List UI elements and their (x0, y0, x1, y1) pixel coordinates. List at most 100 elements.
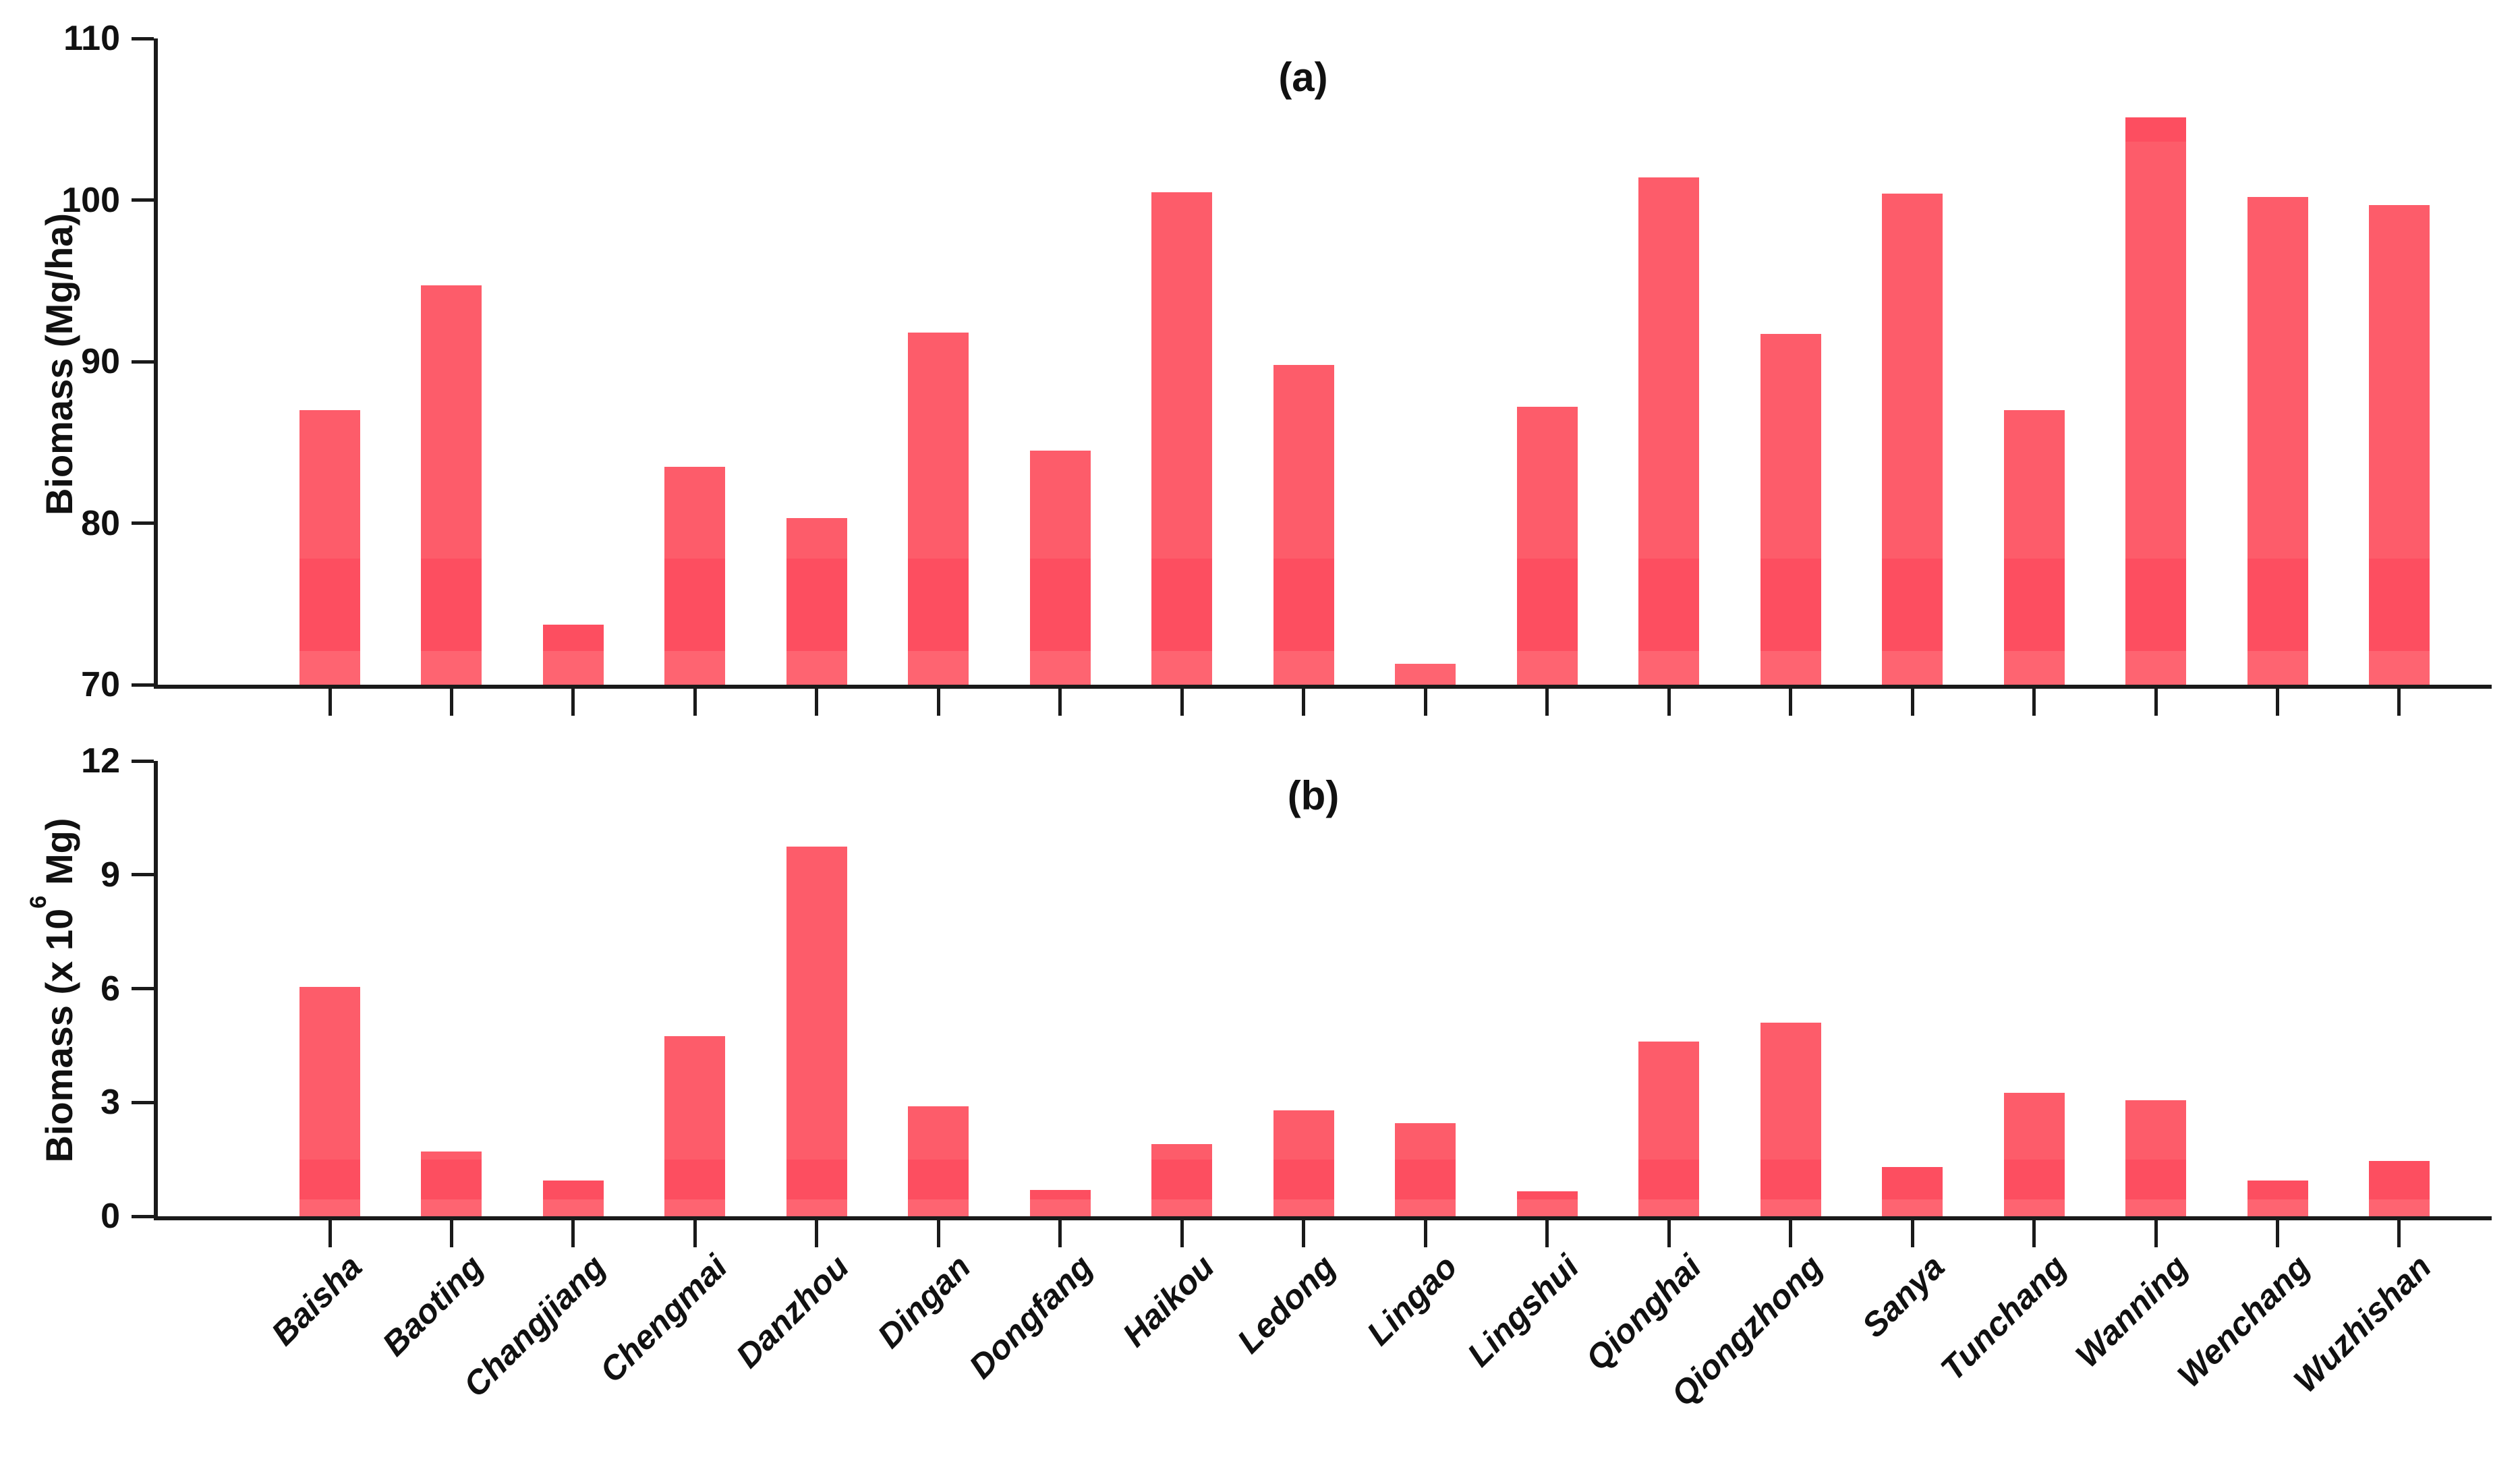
x-tick-dongfang (1058, 689, 1062, 716)
bar-shade-band-0 (2003, 1199, 2065, 1216)
bar-b-wanning (2125, 1100, 2187, 1216)
category-label-lingao: Lingao (1359, 1247, 1465, 1353)
bar-shade-band-0 (908, 1199, 969, 1216)
category-label-ledong: Ledong (1230, 1247, 1343, 1361)
bar-shade-band-0 (2368, 1199, 2430, 1216)
bar-b-wuzhishan (2368, 1161, 2430, 1216)
bar-shade-band-1 (664, 559, 726, 651)
bar-a-lingshui (1516, 407, 1578, 685)
panel-a-title: (a) (1278, 55, 1328, 100)
y-tick-70 (132, 683, 154, 687)
bar-a-chengmai (664, 466, 726, 685)
y-tick-12 (132, 759, 154, 763)
x-tick-dingan (936, 1220, 940, 1247)
bar-b-changjiang (542, 1180, 604, 1216)
x-tick-baisha (328, 1220, 332, 1247)
bar-shade-band-1 (1029, 1189, 1091, 1199)
x-tick-wanning (2154, 1220, 2158, 1247)
x-tick-baoting (449, 689, 453, 716)
x-tick-lingshui (1545, 1220, 1549, 1247)
bar-shade-band-0 (2247, 650, 2308, 685)
category-label-tunchang: Tunchang (1932, 1247, 2073, 1388)
y-tick-label-6: 6 (101, 969, 120, 1008)
category-label-lingshui: Lingshui (1460, 1247, 1586, 1374)
y-tick-0 (132, 1214, 154, 1218)
bar-shade-band-0 (664, 1199, 726, 1216)
category-label-wanning: Wanning (2068, 1247, 2196, 1375)
bar-shade-band-0 (1760, 650, 1821, 685)
x-tick-dongfang (1058, 1220, 1062, 1247)
bar-a-wenchang (2247, 196, 2308, 685)
bar-shade-band-1 (1273, 1159, 1334, 1199)
bar-b-dongfang (1029, 1189, 1091, 1216)
y-tick-label-0: 0 (101, 1197, 120, 1236)
category-label-baisha: Baisha (264, 1247, 370, 1353)
bar-shade-band-0 (2247, 1199, 2308, 1216)
bar-shade-band-1 (421, 1159, 482, 1199)
bar-shade-band-1 (2368, 1161, 2430, 1199)
bar-b-qiongzhong (1760, 1023, 1821, 1216)
bar-shade-band-0 (786, 650, 847, 685)
x-tick-qiongzhong (1789, 1220, 1793, 1247)
x-tick-danzhou (815, 1220, 819, 1247)
bar-shade-band-1 (1151, 1159, 1213, 1199)
x-tick-baisha (328, 689, 332, 716)
bar-shade-band-1 (786, 559, 847, 651)
bar-shade-band-1 (1273, 559, 1334, 651)
bar-b-qionghai (1638, 1042, 1700, 1216)
bar-shade-band-1 (1151, 559, 1213, 651)
ylabel-b-text: Biomass (x 10 (37, 908, 80, 1163)
bar-a-changjiang (542, 625, 604, 685)
bar-shade-band-0 (1273, 650, 1334, 685)
bar-shade-band-0 (421, 650, 482, 685)
bar-shade-band-0 (1638, 1199, 1700, 1216)
y-tick-label-110: 110 (63, 19, 120, 58)
x-tick-dingan (936, 689, 940, 716)
bar-b-wenchang (2247, 1180, 2308, 1216)
category-label-chengmai: Chengmai (592, 1247, 735, 1390)
bar-shade-band-0 (542, 650, 604, 685)
bar-shade-band-0 (1516, 650, 1578, 685)
bar-shade-band-1 (1395, 1159, 1456, 1199)
bar-shade-band-1 (1882, 559, 1943, 651)
x-axis-category-labels: Baisha Baoting Changjiang Chengmai Danzhou Di… (158, 1247, 2492, 1478)
x-tick-sanya (1910, 1220, 1914, 1247)
x-tick-lingshui (1545, 689, 1549, 716)
bar-a-wanning (2125, 117, 2187, 685)
bar-b-dingan (908, 1106, 969, 1216)
bar-b-chengmai (664, 1035, 726, 1216)
x-tick-chengmai (693, 1220, 697, 1247)
bar-b-haikou (1151, 1144, 1213, 1216)
x-tick-danzhou (815, 689, 819, 716)
x-tick-sanya (1910, 689, 1914, 716)
bar-a-qionghai (1638, 177, 1700, 685)
bar-shade-band-0 (1395, 1199, 1456, 1216)
bar-shade-band-0 (1029, 1199, 1091, 1216)
x-tick-lingao (1423, 689, 1427, 716)
bar-shade-band-1 (1516, 559, 1578, 651)
panel-b-plot-area: 0 3 6 9 12 (81, 743, 2492, 1247)
bar-shade-band-1 (1029, 559, 1091, 651)
bar-shade-band-0 (299, 1199, 360, 1216)
bar-shade-band-1 (1882, 1166, 1943, 1199)
bar-a-qiongzhong (1760, 334, 1821, 685)
category-label-dongfang: Dongfang (961, 1247, 1100, 1386)
y-tick-80 (132, 521, 154, 525)
bar-shade-band-1 (786, 1159, 847, 1199)
y-tick-3 (132, 1100, 154, 1104)
bar-a-baisha (299, 409, 360, 685)
x-tick-wuzhishan (2397, 689, 2401, 716)
bar-shade-band-1 (299, 1159, 360, 1199)
bar-b-baoting (421, 1152, 482, 1216)
x-tick-lingao (1423, 1220, 1427, 1247)
bar-overlay-segment (2125, 117, 2187, 142)
bar-shade-band-0 (908, 650, 969, 685)
y-tick-6 (132, 987, 154, 990)
bar-shade-band-1 (908, 1159, 969, 1199)
bar-shade-band-1 (2247, 559, 2308, 651)
bar-b-ledong (1273, 1110, 1334, 1216)
bar-shade-band-0 (1395, 663, 1456, 685)
bar-shade-band-1 (2003, 1159, 2065, 1199)
y-tick-label-12: 12 (81, 741, 120, 780)
bar-shade-band-1 (2125, 559, 2187, 651)
